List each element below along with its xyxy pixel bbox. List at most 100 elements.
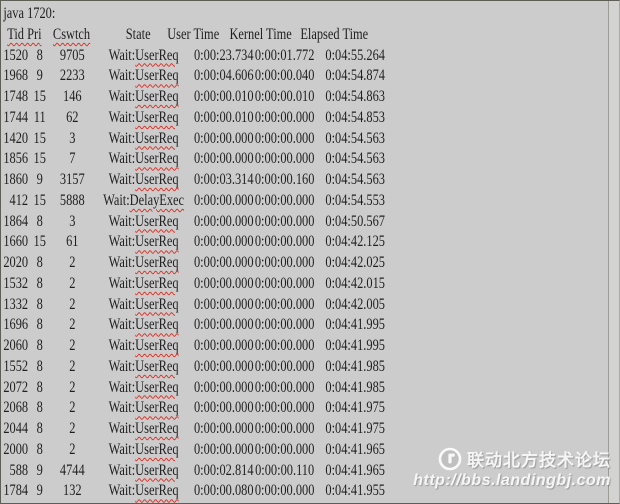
table-row: 1744 11 62 Wait:UserReq 0:00:00.010 0:00… (3, 108, 619, 129)
table-row: 1784 9 132 Wait:UserReq 0:00:00.080 0:00… (3, 481, 619, 502)
cell-user-time: 0:00:00.000 (193, 129, 254, 147)
cell-pri: 9 (36, 482, 43, 500)
state-word: UserReq (135, 399, 179, 417)
cell-elapsed-time: 0:04:41.965 (325, 461, 385, 479)
cell-kernel-time: 0:00:00.040 (254, 67, 315, 85)
header-user-time: User Time (167, 25, 220, 43)
state-prefix: Wait: (108, 212, 136, 230)
header-tid-pri: Tid Pri (7, 25, 42, 43)
header-kernel-time: Kernel Time (229, 25, 292, 43)
state-word: UserReq (135, 129, 179, 147)
cell-elapsed-time: 0:04:54.563 (325, 150, 385, 168)
cell-pri: 8 (36, 254, 43, 271)
table-row: 1696 8 2 Wait:UserReq 0:00:00.000 0:00:0… (3, 315, 619, 336)
cell-cswtch: 2 (69, 254, 76, 271)
cell-user-time: 0:00:00.080 (193, 482, 254, 500)
cell-kernel-time: 0:00:00.000 (254, 274, 315, 292)
cell-tid: 412 (9, 191, 29, 209)
state-prefix: Wait: (108, 108, 136, 126)
state-word: UserReq (135, 108, 179, 126)
state-word: UserReq (135, 150, 179, 168)
state-word: UserReq (135, 46, 179, 64)
cell-kernel-time: 0:00:00.000 (254, 482, 315, 500)
cell-pri: 11 (33, 108, 46, 126)
cell-cswtch: 132 (63, 482, 82, 500)
state-prefix: Wait: (108, 357, 136, 375)
state-prefix: Wait: (108, 274, 136, 292)
cell-cswtch: 3 (69, 212, 76, 230)
cell-tid: 1864 (3, 212, 29, 230)
table-row: 1332 8 2 Wait:UserReq 0:00:00.000 0:00:0… (3, 295, 619, 316)
cell-user-time: 0:00:00.010 (193, 108, 254, 126)
cell-tid: 1552 (3, 357, 29, 375)
cell-pri: 8 (36, 46, 43, 64)
cell-elapsed-time: 0:04:54.563 (325, 129, 385, 147)
state-prefix: Wait: (108, 171, 136, 188)
cell-cswtch: 62 (66, 108, 79, 126)
cell-kernel-time: 0:00:00.000 (254, 420, 315, 437)
cell-state: Wait:UserReq (93, 481, 194, 502)
state-prefix: Wait: (108, 233, 136, 251)
cell-cswtch: 61 (66, 233, 79, 251)
cell-cswtch: 2233 (59, 67, 85, 85)
cell-state: Wait:UserReq (93, 315, 194, 336)
cell-state: Wait:UserReq (93, 212, 194, 233)
cell-state: Wait:UserReq (93, 295, 194, 316)
right-margin-line (608, 1, 609, 503)
cell-state: Wait:UserReq (93, 232, 194, 253)
cell-cswtch: 2 (69, 295, 76, 313)
cell-pri: 8 (36, 357, 43, 375)
cell-user-time: 0:00:00.000 (193, 440, 254, 458)
cell-user-time: 0:00:00.000 (193, 420, 254, 437)
cell-kernel-time: 0:00:00.000 (254, 212, 315, 230)
header-elapsed-time: Elapsed Time (300, 25, 369, 43)
cell-tid: 1696 (3, 316, 29, 334)
cell-state: Wait:UserReq (93, 398, 194, 419)
cell-cswtch: 2 (69, 337, 76, 354)
cell-tid: 1748 (3, 88, 29, 105)
cell-kernel-time: 0:00:00.000 (254, 440, 315, 458)
cell-state: Wait:UserReq (93, 149, 194, 170)
table-row: 588 9 4744 Wait:UserReq 0:00:02.814 0:00… (3, 461, 619, 482)
state-prefix: Wait: (108, 46, 136, 64)
cell-elapsed-time: 0:04:54.853 (325, 108, 385, 126)
cell-pri: 9 (36, 67, 43, 85)
cell-pri: 15 (33, 233, 46, 251)
state-word: UserReq (135, 67, 179, 85)
header-state: State (125, 25, 151, 43)
cell-cswtch: 3 (69, 129, 76, 147)
cell-pri: 8 (36, 440, 43, 458)
cell-pri: 8 (36, 337, 43, 354)
cell-cswtch: 4744 (59, 461, 85, 479)
cell-pri: 9 (36, 461, 43, 479)
cell-tid: 2044 (3, 420, 29, 437)
cell-cswtch: 3157 (59, 171, 85, 188)
cell-tid: 2000 (3, 440, 29, 458)
cell-elapsed-time: 0:04:41.975 (325, 399, 385, 417)
cell-user-time: 0:00:00.000 (193, 399, 254, 417)
table-row: 2068 8 2 Wait:UserReq 0:00:00.000 0:00:0… (3, 398, 619, 419)
cell-user-time: 0:00:00.000 (193, 316, 254, 334)
state-word: UserReq (135, 378, 179, 396)
cell-user-time: 0:00:00.000 (193, 378, 254, 396)
cell-pri: 8 (36, 399, 43, 417)
table-row: 412 15 5888 Wait:DelayExec 0:00:00.000 0… (3, 191, 619, 212)
cell-elapsed-time: 0:04:55.264 (325, 46, 385, 64)
thread-table: 1520 8 9705 Wait:UserReq 0:00:23.734 0:0… (3, 46, 619, 503)
cell-kernel-time: 0:00:00.000 (254, 108, 315, 126)
cell-state: Wait:UserReq (93, 357, 194, 378)
cell-pri: 8 (36, 316, 43, 334)
table-header-row: Tid Pri Cswtch State User Time Kernel Ti… (3, 25, 619, 46)
table-row: 1748 15 146 Wait:UserReq 0:00:00.010 0:0… (3, 87, 619, 108)
cell-user-time: 0:00:00.000 (193, 191, 254, 209)
cell-kernel-time: 0:00:00.000 (254, 399, 315, 417)
cell-tid: 588 (9, 461, 29, 479)
cell-elapsed-time: 0:04:54.563 (325, 171, 385, 188)
cell-user-time: 0:00:00.000 (193, 295, 254, 313)
process-title: java 1720: (3, 5, 56, 22)
cell-kernel-time: 0:00:00.000 (254, 337, 315, 354)
cell-state: Wait:UserReq (93, 274, 194, 295)
cell-elapsed-time: 0:04:42.025 (325, 254, 385, 271)
